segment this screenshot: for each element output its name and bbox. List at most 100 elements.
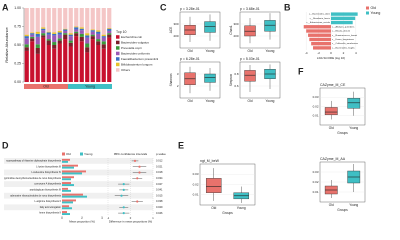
y-tick-label: 0.01 xyxy=(313,114,319,118)
x-tick-label: Old xyxy=(248,49,253,53)
x-axis-title: Groups xyxy=(222,211,233,215)
bar-segment xyxy=(46,34,51,40)
bar-segment xyxy=(57,38,62,41)
bar-segment xyxy=(24,8,29,35)
ci-title: 95% confidence intervals xyxy=(114,152,148,156)
bar-segment xyxy=(101,48,106,82)
y-tick-label: 300 xyxy=(173,22,178,26)
box xyxy=(347,97,361,109)
bar-segment xyxy=(85,47,90,53)
bar-segment xyxy=(68,40,73,43)
bar-segment xyxy=(107,28,112,31)
p-value: 0.034 xyxy=(156,176,163,180)
bar-segment xyxy=(107,8,112,28)
category-label: s__Eubacterium_rectale xyxy=(306,21,330,24)
y-tick-label: 0.75 xyxy=(14,24,21,28)
category-label: adenosine ribonucleotides de novo biosyn… xyxy=(10,194,62,197)
x-axis-title: Groups xyxy=(337,131,348,135)
bar-segment xyxy=(90,8,95,30)
x-tick-label: Old xyxy=(329,126,334,130)
p-value: 0.046 xyxy=(156,211,163,215)
bar xyxy=(306,29,331,33)
y-tick-label: 200 xyxy=(233,34,238,38)
y-axis-title: Chao1 xyxy=(229,25,233,35)
bar-segment xyxy=(63,39,68,82)
diff-point xyxy=(122,183,125,186)
annotation: p = 6.28e-01 xyxy=(180,57,200,61)
bar-segment xyxy=(46,8,51,32)
y-tick-label: 0.02 xyxy=(313,104,319,108)
bar-segment xyxy=(30,38,35,42)
bar-segment xyxy=(101,41,106,45)
bar-segment xyxy=(41,28,46,31)
bar-segment xyxy=(57,30,62,33)
legend-label: Prevotella copri xyxy=(121,46,142,50)
box xyxy=(204,21,216,33)
bar-segment xyxy=(74,33,79,37)
y-tick-label: 200 xyxy=(173,34,178,38)
bar-segment xyxy=(90,29,95,31)
bar-segment xyxy=(41,37,46,82)
x-axis-title: Mean proportion (%) xyxy=(69,220,95,224)
panel-letter: C xyxy=(160,2,167,12)
panel-letter: E xyxy=(178,140,184,150)
legend-swatch xyxy=(116,35,120,39)
bar xyxy=(62,201,73,204)
box xyxy=(205,178,222,193)
legend-label: Bacteroides uniformis xyxy=(121,51,150,55)
x-axis-title: Groups xyxy=(337,208,348,212)
box xyxy=(244,25,256,37)
bar xyxy=(62,211,67,213)
bar-segment xyxy=(90,31,95,35)
d-tick-label: -1 xyxy=(107,216,110,220)
y-tick-label: 0.01 xyxy=(313,190,319,194)
bar-segment xyxy=(101,37,106,42)
bar xyxy=(62,184,74,187)
legend-swatch xyxy=(116,46,120,50)
bar-segment xyxy=(41,27,46,29)
bar-segment xyxy=(68,34,73,37)
category-label: L-isoleucine biosynthesis IV xyxy=(31,171,61,174)
legend-swatch xyxy=(116,62,120,67)
bar xyxy=(62,187,68,190)
y-axis-title: Relative Abundance xyxy=(4,26,9,62)
bar-segment xyxy=(85,35,90,38)
diff-point xyxy=(122,206,125,209)
diff-point xyxy=(122,188,125,191)
y-tick-label: 0.02 xyxy=(193,182,199,186)
legend-swatch xyxy=(116,57,120,61)
x-tick-label: Young xyxy=(349,126,358,130)
bar xyxy=(311,41,331,46)
bar-segment xyxy=(30,41,35,82)
category-label: s__Bacteroides_fragilis xyxy=(332,46,356,49)
bar-segment xyxy=(85,8,90,34)
bar-segment xyxy=(52,32,57,34)
legend-label: Young xyxy=(84,152,93,156)
p-value: 0.029 xyxy=(156,205,163,209)
bar-segment xyxy=(35,33,40,37)
category-label: L-arginine biosynthesis II xyxy=(35,200,62,203)
x-tick-label: 2 xyxy=(343,51,345,55)
bar-segment xyxy=(30,34,35,37)
bar-segment xyxy=(68,42,73,47)
bar-segment xyxy=(24,36,29,39)
y-tick-label: 3 xyxy=(177,72,179,76)
bar-segment xyxy=(74,27,79,30)
annotation: CAZyme_M_CE xyxy=(320,83,346,87)
p-value: 0.038 xyxy=(156,199,163,203)
y-tick-label: 2 xyxy=(177,84,179,88)
legend-label: Escherichia coli xyxy=(121,35,142,39)
bar-segment xyxy=(68,8,73,34)
bar-segment xyxy=(101,36,106,38)
y-tick-label: 0.6 xyxy=(234,84,239,88)
bar xyxy=(62,172,82,175)
bar-segment xyxy=(52,8,57,33)
box xyxy=(244,70,256,82)
bar-segment xyxy=(57,32,62,35)
category-label: coenzyme A biosynthesis xyxy=(34,183,62,186)
bar-segment xyxy=(101,34,106,37)
bar-segment xyxy=(35,36,40,45)
bar-segment xyxy=(46,45,51,82)
bar-segment xyxy=(79,28,84,31)
bar-segment xyxy=(57,8,62,31)
